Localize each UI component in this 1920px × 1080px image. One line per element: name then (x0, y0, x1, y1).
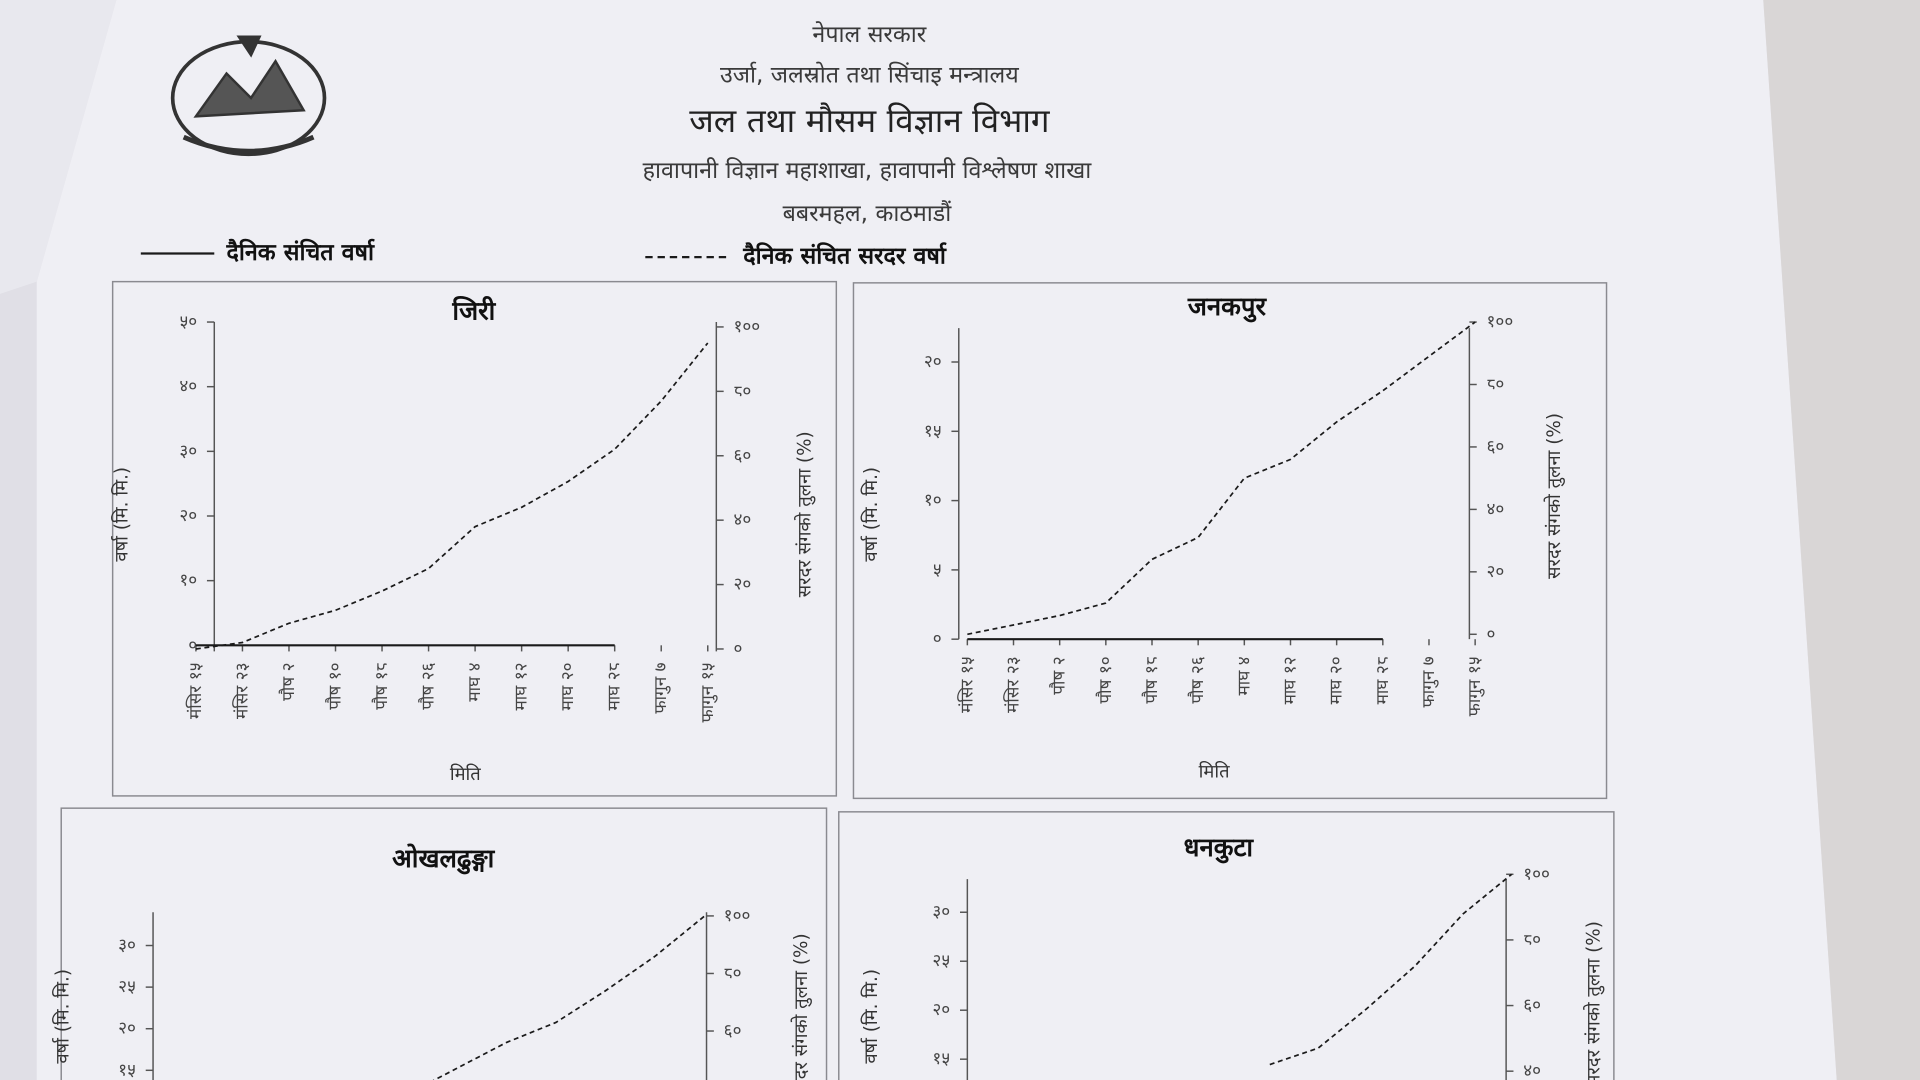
y2-tick-label: ८० (733, 381, 751, 401)
table-surface (1763, 0, 1920, 1080)
y2-tick-label: ४० (1487, 499, 1505, 519)
x-tick-label: माघ ४ (1234, 656, 1254, 695)
y-tick-label: २५ (932, 951, 950, 971)
y-axis-label: वर्षा (मि. मि.) (860, 467, 882, 562)
y-tick-label: १० (179, 571, 197, 591)
series-line (967, 321, 1476, 636)
y-axis-label: वर्षा (मि. मि.) (110, 467, 132, 562)
y-tick-label: ५० (179, 312, 197, 332)
y2-axis-label: सरदर संगको तुलना (%) (1582, 921, 1604, 1080)
y-tick-label: २० (924, 352, 942, 372)
x-tick-label: पौष २ (1049, 656, 1070, 694)
y2-tick-label: १०० (1523, 864, 1550, 884)
y-tick-label: ४० (179, 377, 197, 397)
y2-axis-label: सरदर संगको तुलना (%) (1543, 413, 1565, 579)
y2-tick-label: ० (1487, 624, 1496, 644)
department: जल तथा मौसम विज्ञान विभाग (689, 101, 1051, 140)
x-tick-label: मंसिर २३ (231, 662, 252, 719)
panel (852, 282, 1608, 800)
y2-tick-label: ० (733, 639, 742, 659)
page-curl (0, 0, 117, 294)
division: हावापानी विज्ञान महाशाखा, हावापानी विश्ल… (643, 157, 1093, 184)
series-line (432, 915, 706, 1080)
panel (111, 280, 838, 797)
x-tick-label: माघ १२ (512, 662, 532, 710)
y-tick-label: ० (933, 629, 942, 649)
ministry: उर्जा, जलस्रोत तथा सिंचाइ मन्त्रालय (720, 61, 1019, 88)
address: बबरमहल, काठमाडौं (783, 200, 953, 227)
y2-tick-label: ४० (733, 510, 751, 530)
y-tick-label: १५ (932, 1049, 950, 1069)
x-tick-label: पौष १८ (371, 662, 392, 709)
x-tick-label: फागुन १५ (698, 662, 718, 722)
y-axis-label: वर्षा (मि. मि.) (52, 969, 74, 1064)
y2-tick-label: ८० (1487, 374, 1505, 394)
y-tick-label: ३० (179, 441, 197, 461)
panel (838, 811, 1615, 1080)
x-tick-label: माघ १२ (1280, 656, 1300, 704)
y-tick-label: २० (179, 506, 197, 526)
x-tick-label: माघ ४ (465, 662, 485, 701)
x-tick-label: पौष २६ (1187, 656, 1208, 703)
x-tick-label: पौष २ (278, 662, 299, 700)
legend-label: दैनिक संचित सरदर वर्षा (742, 242, 947, 270)
y-tick-label: २० (118, 1019, 136, 1039)
y-tick-label: १० (924, 491, 942, 511)
chart-title: जनकपुर (1187, 292, 1268, 323)
emblem (170, 35, 327, 157)
panel (60, 807, 828, 1080)
x-tick-label: पौष १८ (1141, 656, 1162, 703)
x-tick-label: पौष १० (1095, 656, 1116, 703)
y-tick-label: ३० (932, 902, 950, 922)
y-tick-label: १५ (118, 1060, 136, 1080)
y2-tick-label: २० (1487, 562, 1505, 582)
chart-title: धनकुटा (1184, 833, 1255, 864)
y-tick-label: ३० (118, 936, 136, 956)
y2-tick-label: १०० (724, 906, 751, 926)
x-tick-label: पौष २६ (418, 662, 439, 709)
chart-title: जिरी (451, 296, 496, 327)
series-line (195, 342, 709, 650)
x-tick-label: माघ २० (558, 662, 578, 710)
y2-tick-label: ६० (1523, 996, 1541, 1016)
x-axis-label: मिति (1199, 761, 1230, 783)
x-tick-label: फागुन १५ (1465, 656, 1485, 716)
y-tick-label: ५ (933, 560, 942, 580)
paper (36, 0, 1837, 1080)
x-tick-label: मंसिर २३ (1003, 656, 1024, 713)
x-tick-label: माघ २८ (605, 662, 625, 710)
y-tick-label: २० (932, 1000, 950, 1020)
chart-title: ओखलढुङ्गा (392, 843, 495, 875)
x-tick-label: मंसिर १५ (185, 662, 206, 719)
y2-axis-label: सरदर संगको तुलना (%) (790, 933, 812, 1080)
x-tick-label: फागुन ७ (651, 662, 671, 713)
y2-tick-label: ६० (733, 446, 751, 466)
y-tick-label: ० (188, 635, 197, 655)
x-tick-label: पौष १० (325, 662, 346, 709)
y2-tick-label: १०० (1487, 312, 1514, 332)
x-axis-label: मिति (450, 763, 481, 785)
y2-tick-label: ६० (724, 1021, 742, 1041)
y2-tick-label: ४० (1523, 1061, 1541, 1080)
y2-tick-label: २० (733, 575, 751, 595)
y-axis-label: वर्षा (मि. मि.) (860, 969, 882, 1064)
series-line (1269, 873, 1513, 1066)
y2-tick-label: १०० (733, 317, 760, 337)
y-tick-label: २५ (118, 977, 136, 997)
x-tick-label: फागुन ७ (1419, 656, 1439, 707)
x-tick-label: मंसिर १५ (956, 656, 977, 713)
y2-tick-label: ६० (1487, 437, 1505, 457)
y-tick-label: १५ (924, 421, 942, 441)
x-tick-label: माघ २८ (1373, 656, 1393, 704)
legend-label: दैनिक संचित वर्षा (226, 238, 375, 266)
x-tick-label: माघ २० (1327, 656, 1347, 704)
y2-axis-label: सरदर संगको तुलना (%) (794, 431, 816, 597)
y2-tick-label: ८० (724, 963, 742, 983)
y2-tick-label: ८० (1523, 930, 1541, 950)
government: नेपाल सरकार (812, 21, 926, 48)
